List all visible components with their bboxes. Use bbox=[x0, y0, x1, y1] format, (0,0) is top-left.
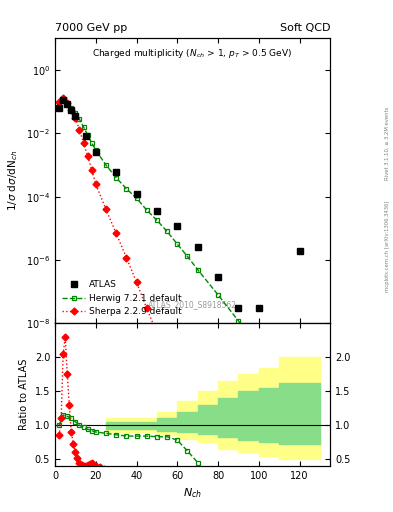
Herwig 7.2.1 default bbox=[73, 110, 78, 116]
ATLAS bbox=[154, 208, 159, 214]
Herwig 7.2.1 default bbox=[94, 147, 98, 153]
Sherpa 2.2.9 default bbox=[185, 403, 190, 409]
Sherpa 2.2.9 default bbox=[77, 127, 82, 133]
Sherpa 2.2.9 default bbox=[144, 305, 149, 311]
Sherpa 2.2.9 default bbox=[114, 230, 119, 237]
ATLAS bbox=[83, 134, 88, 140]
Herwig 7.2.1 default bbox=[257, 344, 261, 350]
Herwig 7.2.1 default bbox=[318, 425, 322, 431]
Herwig 7.2.1 default bbox=[114, 175, 119, 181]
Sherpa 2.2.9 default bbox=[195, 425, 200, 431]
Text: Soft QCD: Soft QCD bbox=[280, 23, 330, 33]
Legend: ATLAS, Herwig 7.2.1 default, Sherpa 2.2.9 default: ATLAS, Herwig 7.2.1 default, Sherpa 2.2.… bbox=[59, 278, 185, 319]
Text: Charged multiplicity ($N_{ch}$ > 1, $p_T$ > 0.5 GeV): Charged multiplicity ($N_{ch}$ > 1, $p_T… bbox=[92, 47, 293, 60]
Herwig 7.2.1 default bbox=[77, 116, 82, 122]
ATLAS bbox=[114, 169, 119, 175]
ATLAS bbox=[69, 107, 73, 113]
Herwig 7.2.1 default bbox=[69, 104, 73, 111]
Herwig 7.2.1 default bbox=[124, 185, 129, 191]
ATLAS bbox=[175, 223, 180, 229]
X-axis label: $N_{ch}$: $N_{ch}$ bbox=[183, 486, 202, 500]
Herwig 7.2.1 default bbox=[104, 162, 108, 168]
Herwig 7.2.1 default bbox=[277, 371, 281, 377]
Herwig 7.2.1 default bbox=[61, 97, 66, 103]
Y-axis label: 1/$\sigma$ d$\sigma$/dN$_{ch}$: 1/$\sigma$ d$\sigma$/dN$_{ch}$ bbox=[7, 151, 20, 211]
ATLAS bbox=[65, 101, 70, 107]
Herwig 7.2.1 default bbox=[57, 101, 61, 107]
Text: mcplots.cern.ch [arXiv:1306.3436]: mcplots.cern.ch [arXiv:1306.3436] bbox=[385, 200, 389, 291]
Herwig 7.2.1 default bbox=[89, 140, 94, 146]
Sherpa 2.2.9 default bbox=[57, 99, 61, 105]
ATLAS bbox=[134, 191, 139, 197]
ATLAS bbox=[94, 150, 98, 156]
Herwig 7.2.1 default bbox=[175, 241, 180, 247]
Line: ATLAS: ATLAS bbox=[56, 97, 303, 333]
Sherpa 2.2.9 default bbox=[104, 206, 108, 212]
Sherpa 2.2.9 default bbox=[236, 510, 241, 512]
ATLAS bbox=[216, 273, 220, 280]
Sherpa 2.2.9 default bbox=[85, 153, 90, 159]
Sherpa 2.2.9 default bbox=[124, 254, 129, 261]
Line: Sherpa 2.2.9 default: Sherpa 2.2.9 default bbox=[57, 95, 322, 512]
Sherpa 2.2.9 default bbox=[61, 95, 66, 101]
Sherpa 2.2.9 default bbox=[89, 167, 94, 173]
ATLAS bbox=[257, 305, 261, 311]
Herwig 7.2.1 default bbox=[216, 292, 220, 298]
Herwig 7.2.1 default bbox=[65, 100, 70, 106]
Herwig 7.2.1 default bbox=[185, 253, 190, 260]
Y-axis label: Ratio to ATLAS: Ratio to ATLAS bbox=[19, 359, 29, 431]
Sherpa 2.2.9 default bbox=[65, 100, 70, 106]
ATLAS bbox=[73, 113, 78, 119]
Herwig 7.2.1 default bbox=[195, 267, 200, 273]
Sherpa 2.2.9 default bbox=[94, 181, 98, 187]
Herwig 7.2.1 default bbox=[85, 132, 90, 138]
Sherpa 2.2.9 default bbox=[216, 469, 220, 475]
ATLAS bbox=[277, 327, 281, 333]
Herwig 7.2.1 default bbox=[81, 124, 86, 130]
Line: Herwig 7.2.1 default: Herwig 7.2.1 default bbox=[57, 97, 322, 431]
Sherpa 2.2.9 default bbox=[73, 115, 78, 121]
Sherpa 2.2.9 default bbox=[165, 355, 169, 361]
Herwig 7.2.1 default bbox=[134, 195, 139, 201]
Sherpa 2.2.9 default bbox=[81, 140, 86, 146]
ATLAS bbox=[236, 305, 241, 311]
Sherpa 2.2.9 default bbox=[134, 279, 139, 285]
Text: Rivet 3.1.10, ≥ 3.2M events: Rivet 3.1.10, ≥ 3.2M events bbox=[385, 106, 389, 180]
Herwig 7.2.1 default bbox=[144, 207, 149, 213]
Text: 7000 GeV pp: 7000 GeV pp bbox=[55, 23, 127, 33]
Sherpa 2.2.9 default bbox=[154, 330, 159, 336]
Herwig 7.2.1 default bbox=[236, 318, 241, 324]
Herwig 7.2.1 default bbox=[165, 228, 169, 234]
Sherpa 2.2.9 default bbox=[175, 378, 180, 384]
ATLAS bbox=[297, 247, 302, 253]
Text: ATLAS_2010_S8918562: ATLAS_2010_S8918562 bbox=[148, 300, 237, 309]
ATLAS bbox=[61, 97, 66, 103]
ATLAS bbox=[57, 104, 61, 111]
ATLAS bbox=[195, 244, 200, 250]
Sherpa 2.2.9 default bbox=[69, 107, 73, 113]
Herwig 7.2.1 default bbox=[154, 217, 159, 223]
Herwig 7.2.1 default bbox=[297, 398, 302, 404]
